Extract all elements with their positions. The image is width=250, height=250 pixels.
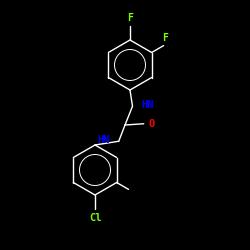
Text: F: F — [127, 13, 133, 23]
Text: HN: HN — [98, 135, 110, 145]
Text: O: O — [148, 119, 154, 129]
Text: HN: HN — [141, 100, 154, 110]
Text: F: F — [162, 32, 168, 42]
Text: Cl: Cl — [89, 213, 101, 223]
